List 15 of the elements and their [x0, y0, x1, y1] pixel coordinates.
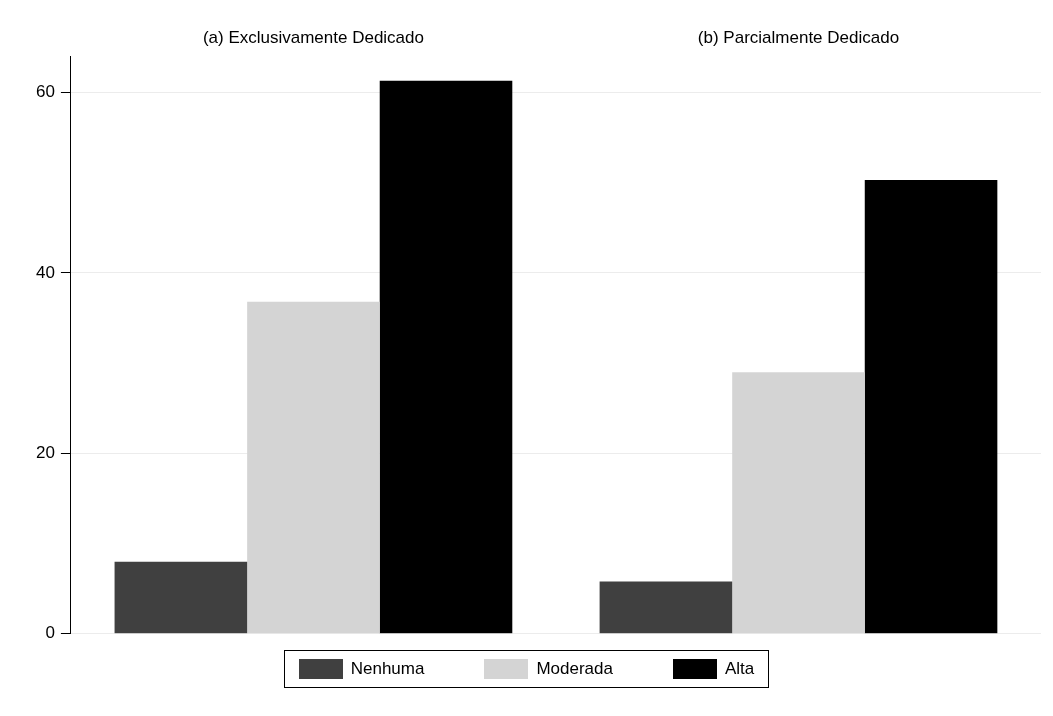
legend-label: Alta [724, 659, 755, 679]
bar [114, 561, 248, 634]
bar [864, 180, 998, 634]
y-tick-label: 0 [45, 623, 55, 643]
y-tick-label: 20 [35, 443, 55, 463]
x-tick-label: (b) Parcialmente Dedicado [697, 27, 900, 47]
bar [379, 80, 513, 634]
y-tick-label: 60 [35, 82, 55, 102]
bar [599, 581, 733, 634]
legend-label: Nenhuma [350, 659, 425, 679]
bar [247, 301, 380, 634]
bar [732, 372, 865, 634]
y-tick-label: 40 [35, 262, 55, 282]
x-tick-label: (a) Exclusivamente Dedicado [202, 27, 424, 47]
legend-label: Moderada [536, 659, 613, 679]
